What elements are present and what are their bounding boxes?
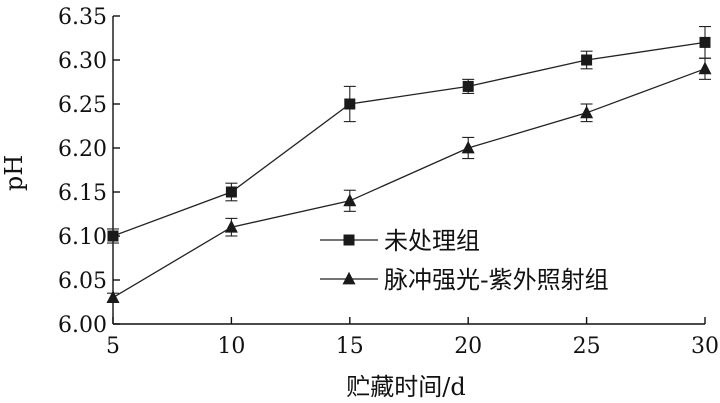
data-point xyxy=(580,105,594,119)
data-point xyxy=(224,220,238,233)
x-tick-label: 15 xyxy=(336,334,364,359)
legend-marker xyxy=(342,271,356,285)
data-point xyxy=(344,98,356,110)
data-point xyxy=(698,61,712,75)
x-tick-label: 20 xyxy=(454,334,482,359)
series-1 xyxy=(107,26,711,244)
y-tick-label: 6.35 xyxy=(58,5,107,30)
legend-marker xyxy=(343,234,355,246)
y-tick-label: 6.05 xyxy=(58,269,107,294)
legend-label: 脉冲强光-紫外照射组 xyxy=(384,266,609,294)
y-tick-label: 6.00 xyxy=(58,313,107,338)
legend-label: 未处理组 xyxy=(384,227,480,255)
series-line xyxy=(112,68,706,299)
y-tick-label: 6.10 xyxy=(58,225,107,250)
x-axis-label: 贮藏时间/d xyxy=(346,373,465,401)
y-tick-label: 6.20 xyxy=(58,137,107,162)
x-tick-label: 10 xyxy=(217,334,245,359)
series-2 xyxy=(106,57,712,303)
data-point xyxy=(225,186,237,198)
data-point xyxy=(106,290,120,303)
axes: 6.00 6.05 6.10 6.15 6.20 6.25 6.30 6.35 5 10 15 20 2… xyxy=(58,5,719,359)
series-layer xyxy=(106,26,712,303)
y-tick-label: 6.15 xyxy=(58,181,107,206)
y-tick-label: 6.30 xyxy=(58,49,107,74)
data-point xyxy=(107,230,119,242)
legend-item: 脉冲强光-紫外照射组 xyxy=(320,266,609,294)
data-point xyxy=(462,80,474,92)
data-point xyxy=(343,193,357,207)
data-point xyxy=(581,54,593,66)
x-tick-label: 25 xyxy=(573,334,601,359)
x-tick-label: 30 xyxy=(691,334,719,359)
legend-item: 未处理组 xyxy=(320,227,480,255)
data-point xyxy=(699,36,711,48)
data-point xyxy=(461,140,475,154)
y-tick-label: 6.25 xyxy=(58,93,107,118)
x-tick-label: 5 xyxy=(106,334,120,359)
y-axis-label: pH xyxy=(0,155,28,191)
series-line xyxy=(112,41,706,237)
